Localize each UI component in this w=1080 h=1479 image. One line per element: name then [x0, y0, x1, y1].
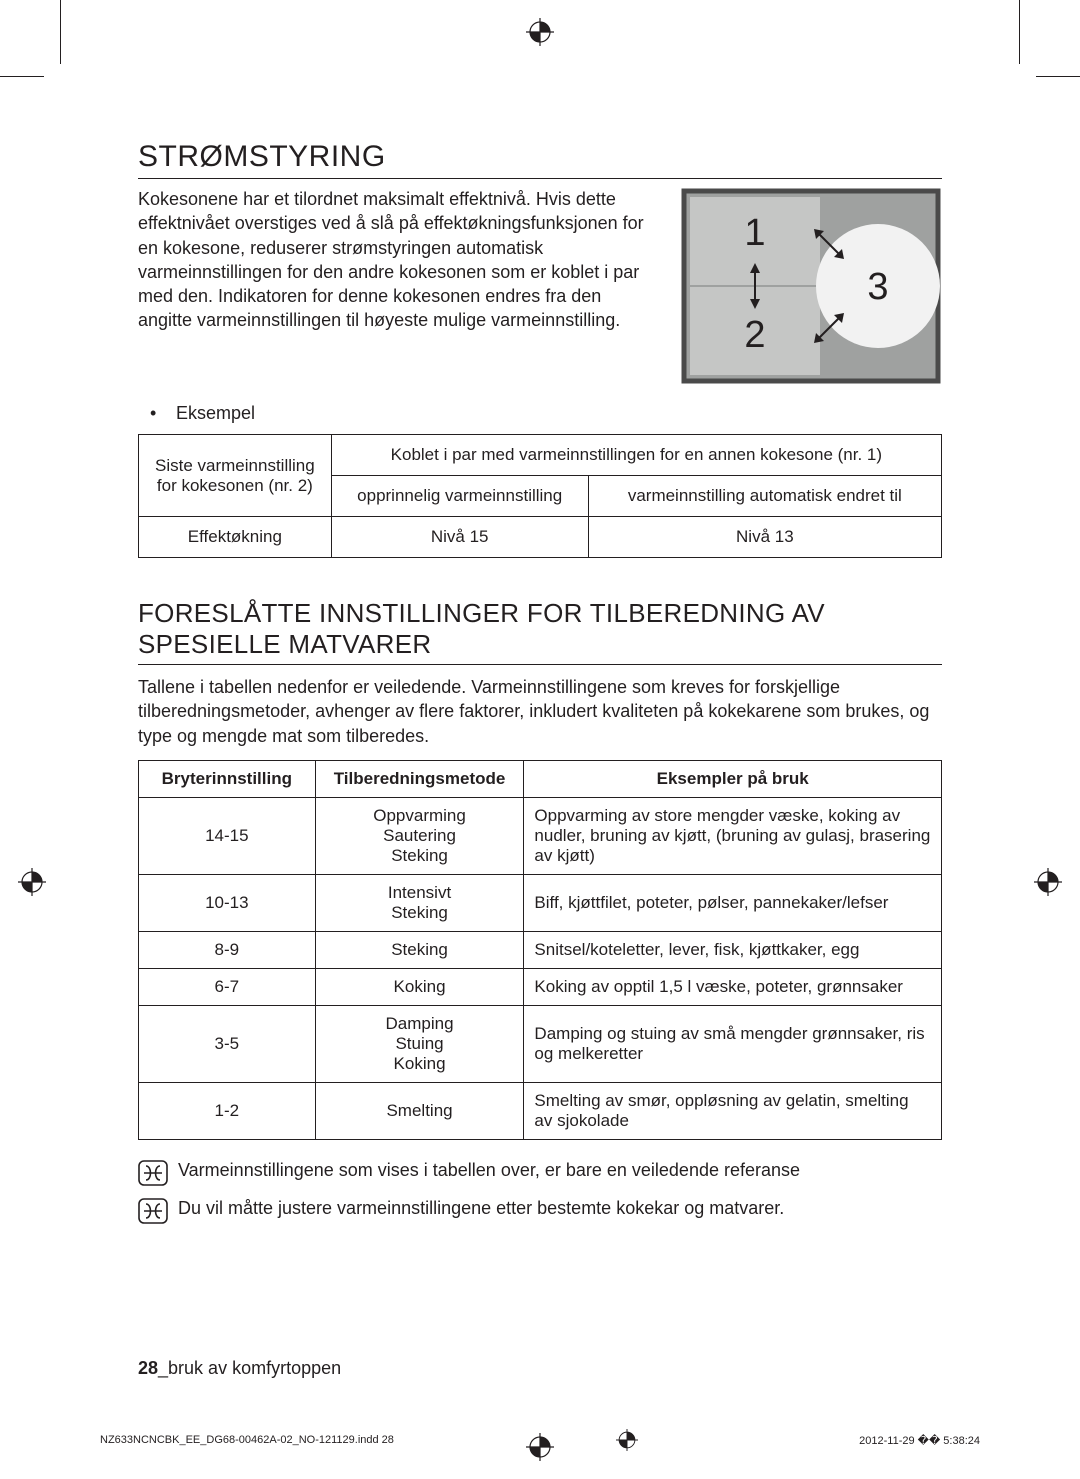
- td: Koking: [315, 968, 524, 1005]
- td: Damping og stuing av små mengder grønnsa…: [524, 1005, 942, 1082]
- example-bullet: Eksempel: [150, 403, 942, 424]
- td: Effektøkning: [139, 517, 332, 558]
- td: IntensivtSteking: [315, 874, 524, 931]
- cooking-settings-table: Bryterinnstilling Tilberedningsmetode Ek…: [138, 760, 942, 1140]
- note-icon: [138, 1160, 168, 1186]
- section-title: STRØMSTYRING: [138, 140, 942, 179]
- td: Snitsel/koteletter, lever, fisk, kjøttka…: [524, 931, 942, 968]
- note-icon: [138, 1198, 168, 1224]
- page-content: STRØMSTYRING Kokesonene har et tilordnet…: [60, 76, 1020, 1403]
- diagram-label-2: 2: [744, 314, 765, 356]
- section-title: FORESLÅTTE INNSTILLINGER FOR TILBEREDNIN…: [138, 598, 942, 665]
- print-file: NZ633NCNCBK_EE_DG68-00462A-02_NO-121129.…: [100, 1434, 394, 1446]
- th-merged: Koblet i par med varmeinnstillingen for …: [331, 435, 941, 476]
- th: Bryterinnstilling: [139, 760, 316, 797]
- registration-mark-icon: [616, 1429, 638, 1451]
- td: Nivå 13: [588, 517, 941, 558]
- cropmark: [0, 76, 44, 77]
- th: Tilberedningsmetode: [315, 760, 524, 797]
- th-line1: Siste varmeinnstilling: [155, 456, 315, 475]
- cropmark: [1019, 0, 1020, 64]
- td: 10-13: [139, 874, 316, 931]
- td: Nivå 15: [331, 517, 588, 558]
- td: 3-5: [139, 1005, 316, 1082]
- table-header-row: Bryterinnstilling Tilberedningsmetode Ek…: [139, 760, 942, 797]
- table-row: 10-13IntensivtStekingBiff, kjøttfilet, p…: [139, 874, 942, 931]
- note-text: Du vil måtte justere varmeinnstillingene…: [178, 1198, 784, 1219]
- registration-mark-icon: [18, 868, 46, 896]
- td: DampingStuingKoking: [315, 1005, 524, 1082]
- registration-mark-icon: [526, 18, 554, 46]
- table-row: Effektøkning Nivå 15 Nivå 13: [139, 517, 942, 558]
- td: Koking av opptil 1,5 l væske, poteter, g…: [524, 968, 942, 1005]
- td: OppvarmingSauteringSteking: [315, 797, 524, 874]
- print-timestamp: 2012-11-29 �� 5:38:24: [859, 1434, 980, 1447]
- page-number: 28: [138, 1358, 158, 1378]
- diagram-label-1: 1: [744, 212, 765, 254]
- cropmark: [1036, 76, 1080, 77]
- th-line2: for kokesonen (nr. 2): [157, 476, 313, 495]
- td: Oppvarming av store mengder væske, kokin…: [524, 797, 942, 874]
- td: 8-9: [139, 931, 316, 968]
- table-row: 3-5DampingStuingKokingDamping og stuing …: [139, 1005, 942, 1082]
- th: varmeinnstilling automatisk endret til: [588, 476, 941, 517]
- td: 14-15: [139, 797, 316, 874]
- cropmark: [60, 0, 61, 64]
- td: Biff, kjøttfilet, poteter, pølser, panne…: [524, 874, 942, 931]
- table-row: 6-7KokingKoking av opptil 1,5 l væske, p…: [139, 968, 942, 1005]
- table-row: Siste varmeinnstilling for kokesonen (nr…: [139, 435, 942, 476]
- intro-paragraph: Kokesonene har et tilordnet maksimalt ef…: [138, 187, 658, 333]
- print-metadata: NZ633NCNCBK_EE_DG68-00462A-02_NO-121129.…: [100, 1429, 980, 1451]
- pairing-table: Siste varmeinnstilling for kokesonen (nr…: [138, 434, 942, 558]
- note-text: Varmeinnstillingene som vises i tabellen…: [178, 1160, 800, 1181]
- td: Smelting: [315, 1082, 524, 1139]
- td: 1-2: [139, 1082, 316, 1139]
- paragraph: Tallene i tabellen nedenfor er veiledend…: [138, 675, 942, 748]
- diagram-label-3: 3: [867, 266, 888, 308]
- page-footer: 28_bruk av komfyrtoppen: [138, 1358, 341, 1379]
- cooktop-diagram: 1 2 3: [680, 187, 942, 385]
- td: Steking: [315, 931, 524, 968]
- registration-mark-icon: [1034, 868, 1062, 896]
- table-row: 14-15OppvarmingSauteringStekingOppvarmin…: [139, 797, 942, 874]
- footer-label: _bruk av komfyrtoppen: [158, 1358, 341, 1378]
- td: 6-7: [139, 968, 316, 1005]
- table-row: 8-9StekingSnitsel/koteletter, lever, fis…: [139, 931, 942, 968]
- th: Eksempler på bruk: [524, 760, 942, 797]
- th: opprinnelig varmeinnstilling: [331, 476, 588, 517]
- td: Smelting av smør, oppløsning av gelatin,…: [524, 1082, 942, 1139]
- table-row: 1-2SmeltingSmelting av smør, oppløsning …: [139, 1082, 942, 1139]
